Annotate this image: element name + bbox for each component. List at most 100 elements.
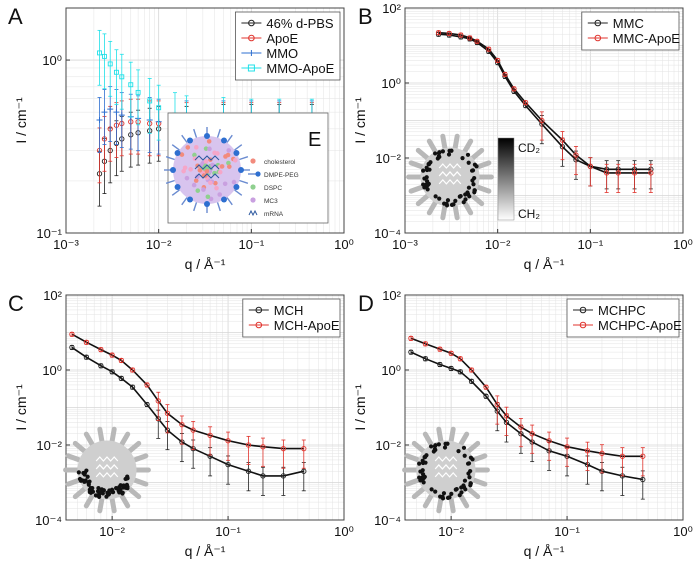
- x-tick-label: 10⁻¹: [554, 524, 580, 539]
- data-point: [648, 170, 654, 176]
- data-point: [539, 117, 545, 124]
- y-axis-label: I / cm⁻¹: [13, 384, 29, 431]
- deuterated-lipid: [459, 485, 464, 490]
- mrna-strand: [194, 155, 220, 161]
- peg-chain: [109, 426, 117, 444]
- x-tick-label: 10⁻³: [53, 237, 79, 252]
- legend-box: [242, 298, 341, 338]
- lipid-molecule: [206, 139, 212, 144]
- y-tick-label: 10⁻²: [36, 438, 62, 453]
- data-point: [437, 346, 443, 352]
- peg-chain: [475, 184, 492, 194]
- inset-label: E: [308, 129, 321, 151]
- peg-chain: [119, 493, 131, 509]
- legend-swatch-marker: [579, 306, 587, 314]
- data-point: [119, 74, 125, 80]
- legend-entry: 46% d-PBS: [266, 16, 334, 31]
- x-axis-label: q / Å⁻¹: [185, 543, 226, 559]
- lipid-molecule: [179, 152, 185, 157]
- legend-swatch-marker: [248, 50, 255, 56]
- deuterated-lipid: [451, 202, 456, 207]
- data-point: [503, 413, 510, 419]
- legend-e-entry: DMPE-PEG: [264, 172, 299, 179]
- data-point: [458, 32, 464, 38]
- data-point: [118, 112, 125, 119]
- data-point: [474, 38, 480, 44]
- peg-chain: [452, 203, 460, 221]
- peg-chain: [83, 431, 95, 447]
- contrast-label-bottom: CH₂: [518, 207, 540, 221]
- plot-frame: [65, 7, 345, 234]
- deuterated-lipid: [77, 476, 83, 482]
- data-point: [468, 367, 475, 373]
- peg-chain: [411, 486, 426, 500]
- y-tick-label: 10⁻⁴: [374, 513, 401, 528]
- peg-chain: [165, 179, 175, 184]
- data-point: [156, 105, 162, 111]
- peg-chain: [415, 147, 430, 161]
- data-point: [280, 473, 287, 479]
- peg-chain: [408, 184, 425, 194]
- x-tick-label: 10⁻²: [438, 524, 464, 539]
- dmpe-peg-head: [221, 196, 227, 203]
- lipid-molecule: [181, 168, 186, 174]
- mrna-strand: [95, 456, 119, 462]
- legend-e-entry: DSPC: [264, 185, 282, 192]
- y-tick-label: 10⁻⁴: [35, 513, 62, 528]
- deuterated-lipid: [442, 445, 448, 450]
- data-point: [604, 170, 610, 176]
- peg-chain: [181, 134, 188, 143]
- peg-chain: [462, 138, 474, 154]
- y-tick-label: 10²: [43, 288, 62, 303]
- data-point: [546, 438, 552, 444]
- legend-entry: MCH: [274, 303, 304, 318]
- lipid-molecule: [203, 159, 209, 164]
- particle-core: [416, 440, 476, 500]
- peg-chain: [436, 426, 444, 444]
- data-point: [422, 341, 429, 347]
- lipid-molecule: [212, 150, 217, 156]
- legend-e-swatch: [250, 184, 256, 190]
- deuterated-lipid: [87, 489, 92, 495]
- dmpe-peg-head: [174, 184, 181, 190]
- lipid-molecule: [226, 164, 232, 169]
- data-point: [207, 432, 213, 439]
- data-point: [468, 378, 475, 384]
- data-point: [155, 398, 161, 404]
- deuterated-lipid: [472, 162, 478, 167]
- lipid-molecule: [207, 146, 212, 152]
- deuterated-lipid: [470, 168, 476, 173]
- panel-label: C: [8, 291, 24, 316]
- data-point: [97, 50, 102, 56]
- lipid-molecule: [204, 168, 210, 174]
- deuterated-lipid: [445, 198, 451, 203]
- deuterated-lipid: [120, 490, 125, 495]
- data-point: [408, 335, 414, 341]
- deuterated-lipid: [417, 475, 422, 480]
- peg-chain: [404, 453, 421, 463]
- data-point: [584, 448, 591, 454]
- y-tick-label: 10²: [382, 288, 401, 303]
- particle-schematic: [63, 426, 151, 514]
- mrna-strand: [434, 471, 458, 478]
- legend-e-swatch: [255, 171, 261, 177]
- deuterated-lipid: [459, 490, 464, 495]
- legend-swatch-marker: [248, 19, 255, 27]
- lipid-molecule: [210, 162, 215, 168]
- deuterated-lipid: [444, 203, 450, 208]
- data-point: [573, 152, 579, 158]
- x-tick-label: 10⁻²: [99, 524, 125, 539]
- deuterated-lipid: [114, 486, 119, 491]
- y-axis-label: I / cm⁻¹: [352, 384, 368, 431]
- peg-chain: [422, 493, 434, 509]
- data-point: [107, 61, 113, 67]
- deuterated-lipid: [421, 168, 426, 173]
- data-point: [301, 445, 307, 452]
- deuterated-lipid: [420, 468, 425, 473]
- deuterated-lipid: [424, 175, 429, 180]
- y-axis-label: I / cm⁻¹: [13, 97, 29, 144]
- deuterated-lipid: [470, 178, 475, 183]
- lipid-molecule: [197, 167, 203, 173]
